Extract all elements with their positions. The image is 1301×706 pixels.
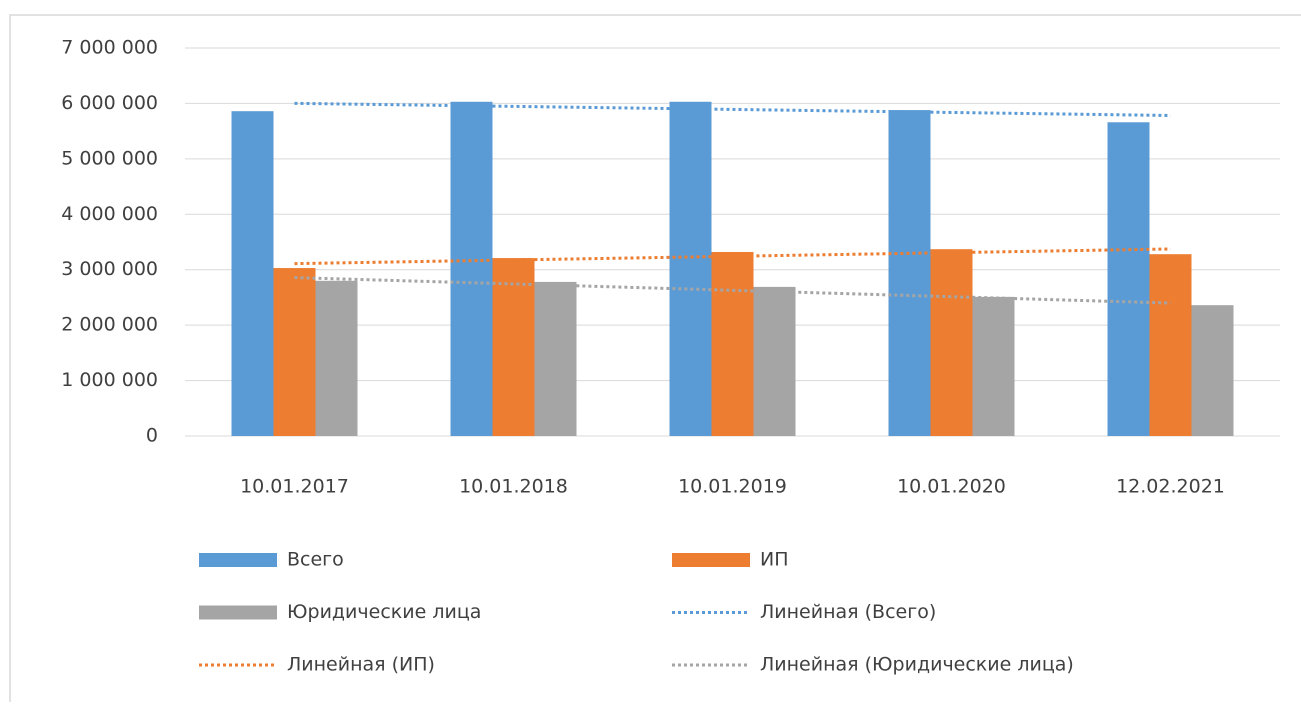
bar [231,111,274,436]
bar [315,280,358,436]
legend-swatch [199,605,277,620]
bar [273,268,316,436]
y-tick-label: 7 000 000 [61,37,158,59]
y-tick-label: 2 000 000 [61,314,158,336]
legend-label: ИП [760,549,789,571]
legend-label: Линейная (Всего) [760,601,936,623]
legend-label: Линейная (ИП) [287,654,435,676]
bar [669,101,712,436]
x-tick-label: 10.01.2017 [240,476,349,498]
bar [1191,305,1234,436]
x-tick-label: 10.01.2019 [678,476,787,498]
y-tick-label: 3 000 000 [61,258,158,280]
legend-label: Всего [287,549,344,571]
bar [753,286,796,436]
bar [888,110,931,436]
bar [711,251,754,436]
x-tick-label: 10.01.2020 [897,476,1006,498]
legend-swatch [672,553,750,567]
y-tick-label: 4 000 000 [61,203,158,225]
bar [450,101,493,436]
y-tick-label: 1 000 000 [61,369,158,391]
trend-line [294,247,1171,266]
trend-line [294,101,1171,118]
chart-frame [9,14,1301,706]
y-tick-label: 0 [146,425,158,447]
bar [492,258,535,436]
legend-swatch [199,553,277,567]
x-tick-label: 10.01.2018 [459,476,568,498]
bar [930,249,973,436]
y-tick-label: 5 000 000 [61,147,158,169]
legend-label: Линейная (Юридические лица) [760,654,1074,676]
bar [972,296,1015,436]
y-tick-label: 6 000 000 [61,92,158,114]
bar [534,281,577,436]
x-tick-label: 12.02.2021 [1116,476,1225,498]
bar [1149,254,1192,436]
bar [1107,122,1150,436]
trend-line [294,276,1171,305]
legend-label: Юридические лица [287,601,481,623]
